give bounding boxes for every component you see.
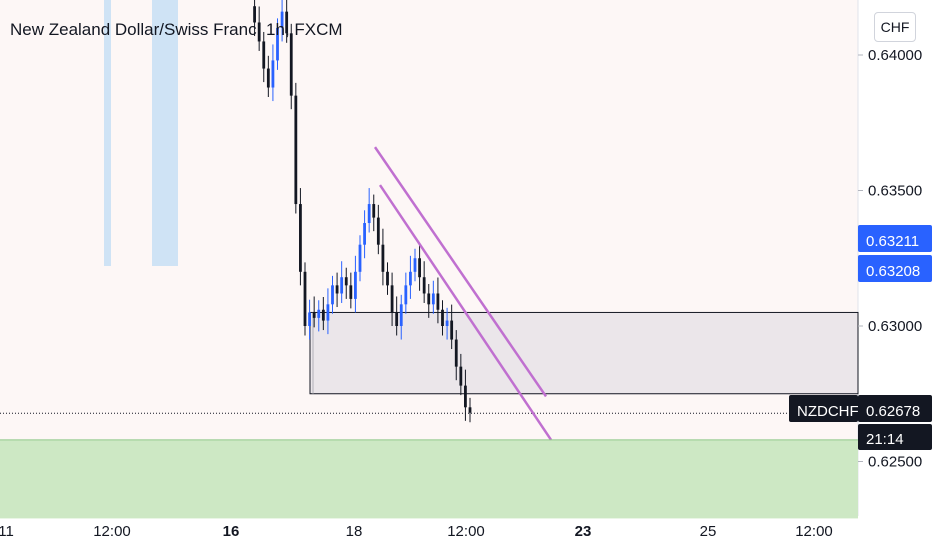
candle-body	[271, 60, 275, 88]
candles	[253, 0, 472, 423]
last-symbol-label: NZDCHF	[797, 403, 859, 420]
candle-body	[303, 271, 307, 326]
candle-body	[445, 320, 449, 326]
time-tick-label: 23	[575, 523, 592, 540]
time-tick-label: 18	[346, 523, 363, 540]
candle-body	[376, 217, 380, 245]
candle-body	[280, 11, 284, 28]
candle-body	[459, 366, 463, 386]
support-zone	[0, 439, 858, 519]
candle-body	[349, 285, 353, 299]
candle-body	[404, 285, 408, 305]
candle-body	[299, 204, 302, 272]
candle-body	[386, 271, 389, 286]
candle-body	[436, 293, 440, 310]
candle-body	[450, 320, 454, 340]
time-tick-label: 12:00	[93, 523, 131, 540]
time-tick-label: 25	[700, 523, 717, 540]
time-tick-label: 11	[0, 523, 14, 540]
candle-body	[409, 271, 412, 286]
candle-body	[312, 312, 316, 318]
last-price-label-bg	[858, 395, 932, 422]
price-tick-label: 0.64000	[868, 47, 922, 64]
candle-body	[308, 312, 311, 326]
candle-body	[344, 277, 348, 286]
marker-b-label: 0.63208	[866, 263, 920, 280]
time-tick-label: 12:00	[447, 523, 485, 540]
candle-body	[358, 244, 362, 272]
candle-body	[335, 285, 339, 294]
time-tick-label: 16	[223, 523, 240, 540]
candle-body	[418, 258, 421, 278]
candle-body	[395, 312, 399, 326]
candle-body	[431, 293, 435, 305]
candle-body	[399, 304, 403, 326]
countdown-label-bg	[858, 424, 932, 450]
candle-body	[276, 27, 279, 61]
candle-body	[413, 258, 417, 272]
marker-b-label-bg	[858, 255, 932, 282]
currency-button[interactable]: CHF	[874, 12, 916, 42]
candle-body	[354, 271, 357, 299]
candle-body	[468, 407, 472, 413]
time-tick-label: 12:00	[795, 523, 833, 540]
blue-band-1	[104, 0, 111, 266]
candle-body	[340, 277, 344, 294]
price-axis-ticks: 0.62500 0.63000 0.63500 0.64000	[858, 47, 922, 471]
candle-body	[381, 244, 385, 272]
candle-body	[321, 309, 325, 321]
candle-body	[317, 309, 321, 318]
candle-body	[441, 309, 444, 326]
candle-body	[262, 41, 266, 69]
candle-body	[427, 293, 431, 305]
price-tick-label: 0.62500	[868, 454, 922, 471]
blue-band-2	[152, 0, 178, 266]
candle-body	[422, 277, 426, 294]
marker-a-label-bg	[858, 225, 932, 252]
candle-body	[372, 204, 376, 218]
chart-title: New Zealand Dollar/Swiss Franc, 1h, FXCM	[10, 20, 343, 39]
countdown-label: 21:14	[866, 431, 904, 448]
candle-body	[285, 11, 289, 34]
candle-body	[331, 285, 334, 305]
price-tick-label: 0.63500	[868, 183, 922, 200]
last-symbol-label-bg	[789, 395, 858, 422]
candle-body	[289, 33, 293, 96]
candle-body	[266, 68, 270, 88]
last-price-label: 0.62678	[866, 403, 920, 420]
candle-body	[390, 285, 394, 313]
trendline-upper	[373, 146, 548, 398]
price-tick-label: 0.63000	[868, 318, 922, 335]
candle-body	[257, 22, 261, 42]
candle-body	[253, 6, 256, 23]
time-axis-ticks: 11 12:00 16 18 12:00 23 25 12:00	[0, 523, 833, 540]
marker-a-label: 0.63211	[866, 233, 919, 250]
price-labels: 0.63211 0.63208 NZDCHF 0.62678 21:14	[789, 225, 932, 450]
candle-body	[363, 223, 366, 245]
candle-body	[464, 385, 467, 408]
candle-body	[326, 304, 330, 321]
candle-body	[367, 204, 371, 224]
candle-body	[454, 339, 458, 367]
trendline-lower	[378, 184, 553, 441]
time-axis-background	[0, 516, 932, 550]
candle-body	[294, 95, 298, 205]
